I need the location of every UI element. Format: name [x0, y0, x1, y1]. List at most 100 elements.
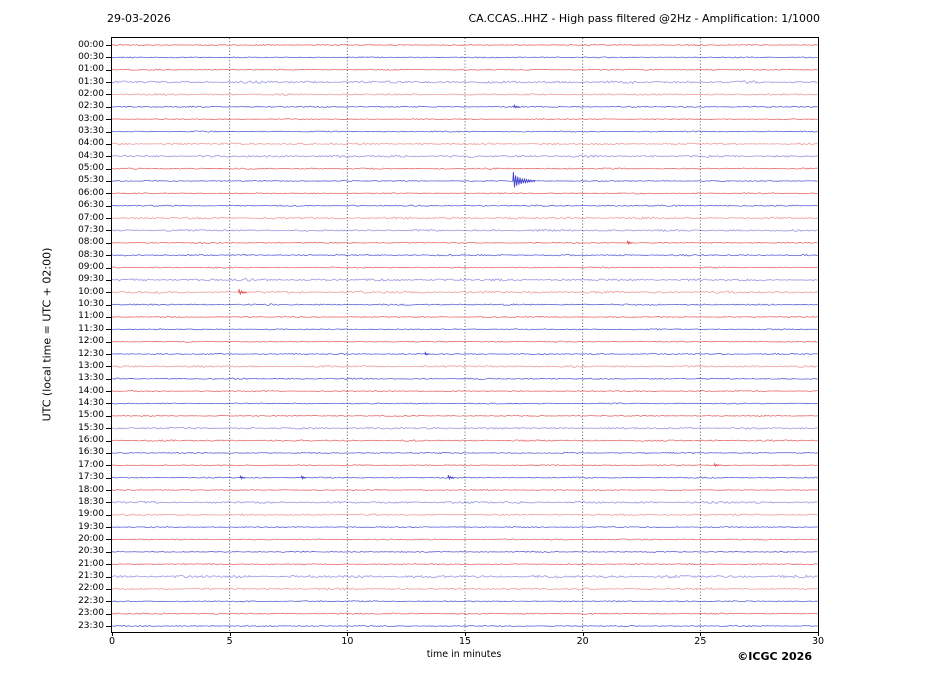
trace-16:00 [112, 439, 818, 442]
y-tick-label-10:30: 10:30 [78, 299, 104, 310]
y-tick-mark [106, 403, 112, 405]
y-tick-label-15:00: 15:00 [78, 410, 104, 421]
trace-21:00 [112, 563, 818, 566]
event-spike-17:30-5.55min [239, 475, 246, 480]
trace-04:30 [112, 154, 818, 159]
x-tick-mark [700, 632, 702, 636]
y-tick-label-15:30: 15:30 [78, 422, 104, 433]
y-tick-mark [106, 354, 112, 356]
y-tick-mark [106, 168, 112, 170]
trace-21:30 [112, 574, 818, 579]
event-spike-17:30-14.4min [447, 475, 455, 481]
y-tick-label-01:00: 01:00 [78, 64, 104, 75]
y-tick-mark [106, 218, 112, 220]
trace-06:00 [112, 192, 818, 195]
trace-14:30 [112, 402, 818, 405]
y-tick-label-14:00: 14:00 [78, 385, 104, 396]
trace-15:00 [112, 414, 818, 417]
trace-02:00 [112, 92, 818, 97]
trace-04:00 [112, 142, 818, 146]
event-spike-05:30-17.5min [512, 171, 536, 188]
y-tick-mark [106, 391, 112, 393]
y-tick-mark [106, 527, 112, 529]
y-tick-mark [106, 230, 112, 232]
y-tick-label-01:30: 01:30 [78, 76, 104, 87]
y-tick-label-10:00: 10:00 [78, 286, 104, 297]
trace-08:30 [112, 253, 818, 257]
y-tick-mark [106, 69, 112, 71]
y-tick-mark [106, 82, 112, 84]
y-tick-label-20:00: 20:00 [78, 533, 104, 544]
y-tick-label-08:30: 08:30 [78, 249, 104, 260]
y-tick-label-07:00: 07:00 [78, 212, 104, 223]
trace-01:30 [112, 80, 818, 85]
y-tick-label-13:30: 13:30 [78, 373, 104, 384]
trace-07:00 [112, 216, 818, 220]
trace-23:00 [112, 612, 818, 615]
y-tick-mark [106, 279, 112, 281]
event-spike-02:30-17.2min [513, 104, 520, 109]
trace-19:00 [112, 513, 818, 517]
y-tick-mark [106, 57, 112, 59]
y-tick-mark [106, 205, 112, 207]
y-tick-mark [106, 465, 112, 467]
y-tick-label-00:00: 00:00 [78, 39, 104, 50]
y-tick-label-03:00: 03:00 [78, 113, 104, 124]
y-tick-mark [106, 440, 112, 442]
y-tick-mark [106, 539, 112, 541]
y-tick-label-16:00: 16:00 [78, 435, 104, 446]
y-tick-label-09:00: 09:00 [78, 262, 104, 272]
y-tick-mark [106, 576, 112, 578]
trace-13:30 [112, 377, 818, 381]
x-tick-mark [465, 632, 466, 636]
y-tick-label-00:30: 00:30 [78, 51, 104, 62]
y-tick-label-05:00: 05:00 [78, 163, 104, 174]
y-tick-mark [106, 378, 112, 380]
y-tick-label-23:30: 23:30 [78, 620, 104, 631]
x-axis-label: time in minutes [426, 649, 502, 660]
event-spike-12:30-13.4min [424, 351, 430, 356]
trace-00:30 [112, 56, 818, 59]
y-tick-mark [106, 428, 112, 430]
y-tick-mark [106, 502, 112, 504]
trace-15:30 [112, 426, 818, 430]
trace-07:30 [112, 228, 818, 233]
x-tick-mark [112, 632, 113, 636]
trace-00:00 [112, 43, 818, 47]
y-tick-mark [106, 564, 112, 566]
y-tick-label-22:00: 22:00 [78, 583, 104, 594]
y-tick-label-20:30: 20:30 [78, 546, 104, 557]
y-tick-mark [106, 119, 112, 121]
trace-05:30 [112, 179, 818, 183]
y-tick-mark [106, 514, 112, 516]
y-tick-label-04:30: 04:30 [78, 150, 104, 161]
y-tick-mark [106, 477, 112, 479]
trace-03:30 [112, 130, 818, 133]
trace-12:30 [112, 352, 818, 356]
y-tick-label-18:00: 18:00 [78, 484, 104, 495]
y-tick-label-07:30: 07:30 [78, 224, 104, 235]
y-tick-mark [106, 551, 112, 553]
x-tick-label-15: 15 [458, 636, 472, 647]
trace-17:00 [112, 464, 818, 467]
y-tick-mark [106, 613, 112, 615]
plot-title: CA.CCAS..HHZ - High pass filtered @2Hz -… [468, 12, 821, 25]
y-tick-label-17:00: 17:00 [78, 459, 104, 470]
y-tick-label-11:00: 11:00 [78, 311, 104, 322]
trace-16:30 [112, 451, 818, 455]
y-tick-label-13:00: 13:00 [78, 360, 104, 371]
y-tick-label-09:30: 09:30 [78, 274, 104, 285]
y-tick-mark [106, 255, 112, 257]
y-tick-label-17:30: 17:30 [78, 472, 104, 483]
y-tick-mark [106, 193, 112, 195]
y-tick-label-19:30: 19:30 [78, 521, 104, 532]
x-tick-label-5: 5 [226, 636, 233, 647]
trace-20:00 [112, 538, 818, 541]
y-tick-mark [106, 366, 112, 368]
y-tick-label-21:30: 21:30 [78, 571, 104, 582]
x-tick-label-20: 20 [576, 636, 589, 647]
trace-02:30 [112, 105, 818, 108]
trace-11:30 [112, 328, 818, 331]
y-tick-label-06:00: 06:00 [78, 187, 104, 198]
